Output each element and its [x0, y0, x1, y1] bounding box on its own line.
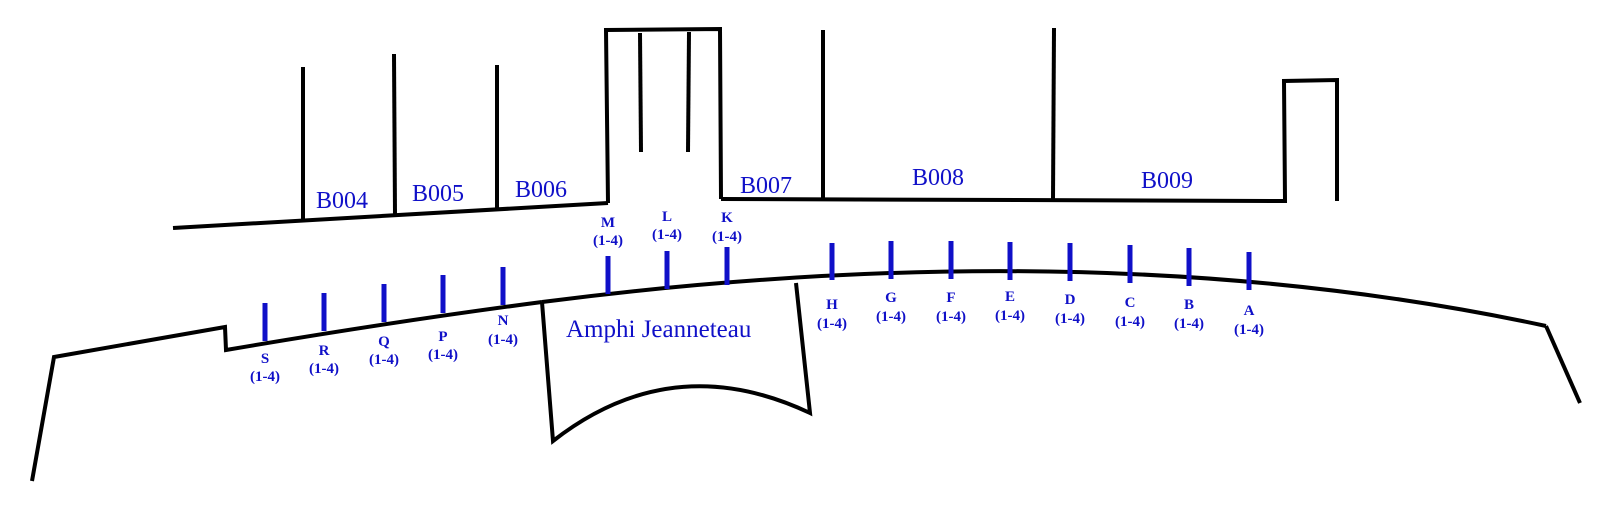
post-range-b: (1-4): [1174, 316, 1204, 332]
post-letter-d: D: [1065, 292, 1076, 308]
wall-lower-right: [1544, 325, 1582, 404]
wall-upper-right: [720, 77, 1339, 204]
room-label-b006: B006: [515, 177, 567, 203]
wall-amphi: [540, 282, 813, 445]
wall-partition-b004-b005: [392, 53, 397, 216]
post-range-e: (1-4): [995, 308, 1025, 324]
wall-upper-left: [172, 201, 609, 230]
post-range-n: (1-4): [488, 332, 518, 348]
amphi-label: Amphi Jeanneteau: [566, 316, 752, 343]
post-range-c: (1-4): [1115, 314, 1145, 330]
post-range-f: (1-4): [936, 309, 966, 325]
room-label-b004: B004: [316, 188, 368, 214]
post-letter-p: P: [438, 329, 447, 345]
post-letter-c: C: [1125, 295, 1136, 311]
post-letter-f: F: [946, 290, 955, 306]
posts: [262, 241, 1252, 341]
post-letter-k: K: [721, 210, 733, 226]
wall-stub-2: [686, 31, 691, 153]
post-range-a: (1-4): [1234, 322, 1264, 338]
post-range-p: (1-4): [428, 347, 458, 363]
post-range-l: (1-4): [652, 227, 682, 243]
post-letter-b: B: [1184, 297, 1194, 313]
post-range-g: (1-4): [876, 309, 906, 325]
post-range-k: (1-4): [712, 229, 742, 245]
post-range-h: (1-4): [817, 316, 847, 332]
walls: [30, 26, 1582, 482]
post-labels: S (1-4) R (1-4) Q (1-4) P (1-4) N (1-4) …: [250, 209, 1264, 385]
room-labels: B004 B005 B006 B007 B008 B009 Amphi Jean…: [316, 165, 1193, 343]
post-range-m: (1-4): [593, 233, 623, 249]
post-letter-e: E: [1005, 289, 1015, 305]
post-range-s: (1-4): [250, 369, 280, 385]
post-letter-h: H: [826, 297, 838, 313]
wall-lower-left: [30, 300, 543, 482]
room-label-b008: B008: [912, 165, 964, 191]
post-letter-r: R: [319, 343, 330, 359]
post-range-q: (1-4): [369, 352, 399, 368]
post-letter-s: S: [261, 351, 269, 367]
post-range-r: (1-4): [309, 361, 339, 377]
wall-central-block: [603, 26, 723, 204]
post-letter-g: G: [885, 290, 897, 306]
post-letter-q: Q: [378, 334, 390, 350]
wall-stub-1: [638, 32, 643, 153]
room-label-b007: B007: [740, 173, 792, 199]
post-letter-m: M: [601, 215, 615, 231]
post-letter-a: A: [1244, 303, 1255, 319]
post-letter-n: N: [498, 313, 509, 329]
wall-partition-b008-b009: [1051, 27, 1056, 201]
post-letter-l: L: [662, 209, 672, 225]
room-label-b005: B005: [412, 181, 464, 207]
room-label-b009: B009: [1141, 168, 1193, 194]
post-range-d: (1-4): [1055, 311, 1085, 327]
